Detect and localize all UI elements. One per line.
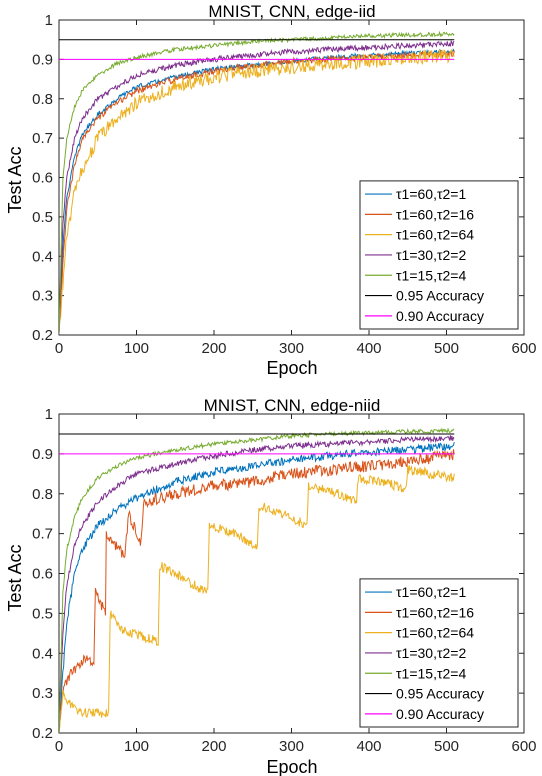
top-legend-label: τ1=60,τ2=64	[396, 227, 474, 243]
bottom-xtick-label: 0	[55, 738, 63, 755]
bottom-xtick-label: 400	[356, 738, 381, 755]
top-series-line	[59, 48, 455, 335]
bottom-legend-label: τ1=60,τ2=16	[396, 604, 474, 620]
bottom-chart-xlabel: Epoch	[266, 757, 317, 776]
bottom-legend: τ1=60,τ2=1 τ1=60,τ2=16 τ1=60,τ2=64 τ1=30,τ2…	[359, 578, 519, 728]
top-chart-ylabel: Test Acc	[5, 146, 25, 213]
bottom-ytick-label: 1	[45, 406, 53, 423]
top-ytick-label: 0.7	[32, 130, 53, 147]
top-ytick-label: 0.3	[32, 288, 53, 305]
top-legend-label: 0.90 Accuracy	[396, 308, 484, 324]
bottom-ytick-label: 0.3	[32, 685, 53, 702]
top-chart: MNIST, CNN, edge-iid Epoch Test Acc	[5, 2, 376, 378]
top-legend-label: τ1=30,τ2=2	[396, 247, 466, 263]
bottom-series-line	[59, 442, 455, 733]
top-ytick-label: 1	[45, 12, 53, 29]
bottom-xtick-label: 100	[124, 738, 149, 755]
top-legend-label: 0.95 Accuracy	[396, 288, 484, 304]
bottom-series-line	[59, 449, 455, 733]
bottom-legend-label: τ1=15,τ2=4	[396, 665, 466, 681]
bottom-series-line	[59, 435, 455, 733]
top-xtick-label: 400	[356, 340, 381, 357]
bottom-chart-title: MNIST, CNN, edge-niid	[204, 396, 381, 415]
top-xtick-label: 0	[55, 340, 63, 357]
top-chart-plot: 0 100 200 300 400 500 600 0.2 0.3 0.4 0.5 0.6 0.7 0.8…	[32, 12, 536, 357]
bottom-legend-label: τ1=60,τ2=64	[396, 625, 474, 641]
bottom-chart-ylabel: Test Acc	[5, 544, 25, 611]
bottom-series-line	[59, 427, 455, 733]
top-ytick-label: 0.4	[32, 248, 53, 265]
top-series-line	[59, 48, 455, 333]
top-xtick-label: 200	[201, 340, 226, 357]
bottom-ytick-label: 0.2	[32, 725, 53, 742]
top-legend-label: τ1=60,τ2=16	[396, 206, 474, 222]
top-series-line	[59, 30, 455, 334]
top-chart-title: MNIST, CNN, edge-iid	[208, 2, 375, 21]
bottom-ytick-label: 0.8	[32, 486, 53, 503]
bottom-ytick-label: 0.6	[32, 566, 53, 583]
bottom-legend-label: 0.95 Accuracy	[396, 686, 484, 702]
bottom-xtick-label: 300	[279, 738, 304, 755]
top-xtick-label: 500	[434, 340, 459, 357]
bottom-legend-label: τ1=30,τ2=2	[396, 645, 466, 661]
top-ytick-label: 0.2	[32, 327, 53, 344]
top-xtick-label: 300	[279, 340, 304, 357]
top-ytick-label: 0.5	[32, 209, 53, 226]
bottom-legend-label: 0.90 Accuracy	[396, 706, 484, 722]
bottom-ytick-label: 0.7	[32, 526, 53, 543]
bottom-xtick-label: 500	[434, 738, 459, 755]
bottom-xtick-label: 200	[201, 738, 226, 755]
bottom-series-line	[59, 464, 455, 733]
top-ytick-label: 0.8	[32, 91, 53, 108]
top-xtick-label: 100	[124, 340, 149, 357]
top-chart-xlabel: Epoch	[266, 358, 317, 378]
top-legend: τ1=60,τ2=1 τ1=60,τ2=16 τ1=60,τ2=64 τ1=30,τ2…	[359, 180, 519, 330]
bottom-chart-plot: 0 100 200 300 400 500 600 0.2 0.3 0.4 0.5 0.6 0.7 0.8…	[32, 406, 536, 755]
bottom-ytick-label: 0.5	[32, 605, 53, 622]
bottom-ytick-label: 0.9	[32, 446, 53, 463]
bottom-legend-label: τ1=60,τ2=1	[396, 584, 466, 600]
top-legend-label: τ1=60,τ2=1	[396, 186, 466, 202]
top-xtick-label: 600	[511, 340, 536, 357]
bottom-xtick-label: 600	[511, 738, 536, 755]
top-ytick-label: 0.6	[32, 170, 53, 187]
top-series-line	[59, 39, 455, 334]
bottom-ytick-label: 0.4	[32, 645, 53, 662]
top-ytick-label: 0.9	[32, 51, 53, 68]
bottom-chart: MNIST, CNN, edge-niid Epoch Test Acc	[5, 396, 380, 776]
top-legend-label: τ1=15,τ2=4	[396, 267, 466, 283]
